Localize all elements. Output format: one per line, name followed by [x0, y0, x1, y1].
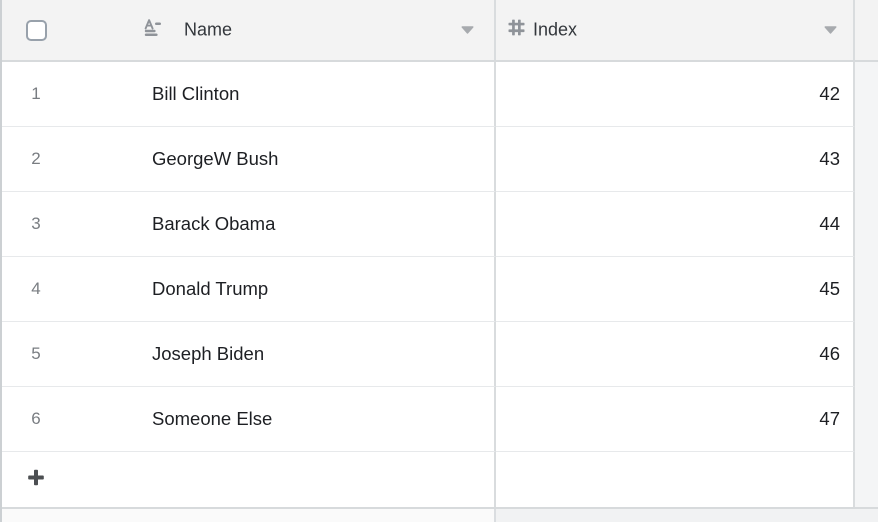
- name-value: Barack Obama: [152, 213, 276, 234]
- row-number[interactable]: 4: [31, 279, 41, 298]
- cell-index[interactable]: 44: [496, 192, 855, 257]
- table-row: 5 Joseph Biden 46: [0, 322, 878, 387]
- text-field-icon: [144, 19, 163, 42]
- add-record-cell[interactable]: [0, 452, 496, 507]
- cell-name[interactable]: 6 Someone Else: [0, 387, 496, 452]
- cell-name[interactable]: 2 GeorgeW Bush: [0, 127, 496, 192]
- chevron-down-icon[interactable]: [461, 21, 474, 39]
- row-filler: [855, 387, 878, 452]
- name-value: Someone Else: [152, 408, 273, 429]
- table-row: 3 Barack Obama 44: [0, 192, 878, 257]
- row-filler: [855, 452, 878, 507]
- bottom-strip: [0, 509, 878, 522]
- index-value: 46: [819, 343, 840, 364]
- column-label-name: Name: [184, 19, 233, 40]
- cell-name[interactable]: 1 Bill Clinton: [0, 62, 496, 127]
- row-filler: [855, 257, 878, 322]
- cell-name[interactable]: 3 Barack Obama: [0, 192, 496, 257]
- table-row: 2 GeorgeW Bush 43: [0, 127, 878, 192]
- number-field-icon: [508, 19, 525, 41]
- cell-name[interactable]: 5 Joseph Biden: [0, 322, 496, 387]
- index-value: 43: [819, 148, 840, 169]
- header-filler: [855, 0, 878, 60]
- row-number[interactable]: 5: [31, 344, 41, 363]
- name-value: Bill Clinton: [152, 83, 240, 104]
- table-row: 4 Donald Trump 45: [0, 257, 878, 322]
- index-value: 45: [819, 278, 840, 299]
- column-header-row: Name Index: [0, 0, 878, 62]
- row-number[interactable]: 3: [31, 214, 41, 233]
- plus-icon[interactable]: [27, 468, 45, 491]
- index-value: 44: [819, 213, 840, 234]
- cell-index[interactable]: 43: [496, 127, 855, 192]
- row-filler: [855, 127, 878, 192]
- table-row: 1 Bill Clinton 42: [0, 62, 878, 127]
- name-value: GeorgeW Bush: [152, 148, 279, 169]
- select-all-checkbox[interactable]: [26, 20, 47, 41]
- cell-index[interactable]: 42: [496, 62, 855, 127]
- row-filler: [855, 192, 878, 257]
- add-record-row[interactable]: [0, 452, 878, 509]
- cell-index[interactable]: 45: [496, 257, 855, 322]
- column-label-index: Index: [533, 19, 578, 40]
- table-row: 6 Someone Else 47: [0, 387, 878, 452]
- bottom-strip-left: [0, 509, 496, 522]
- cell-name[interactable]: 4 Donald Trump: [0, 257, 496, 322]
- index-value: 42: [819, 83, 840, 104]
- chevron-down-icon[interactable]: [824, 21, 837, 39]
- cell-index[interactable]: 47: [496, 387, 855, 452]
- row-number[interactable]: 1: [31, 84, 41, 103]
- cell-index[interactable]: 46: [496, 322, 855, 387]
- row-filler: [855, 62, 878, 127]
- column-header-index[interactable]: Index: [496, 0, 855, 60]
- row-number[interactable]: 2: [31, 149, 41, 168]
- name-value: Donald Trump: [152, 278, 269, 299]
- column-header-name[interactable]: Name: [0, 0, 496, 60]
- bottom-strip-right: [496, 509, 878, 522]
- row-filler: [855, 322, 878, 387]
- row-number[interactable]: 6: [31, 409, 41, 428]
- index-value: 47: [819, 408, 840, 429]
- name-value: Joseph Biden: [152, 343, 265, 364]
- grid-left-border: [0, 0, 2, 522]
- add-record-cell-index[interactable]: [496, 452, 855, 507]
